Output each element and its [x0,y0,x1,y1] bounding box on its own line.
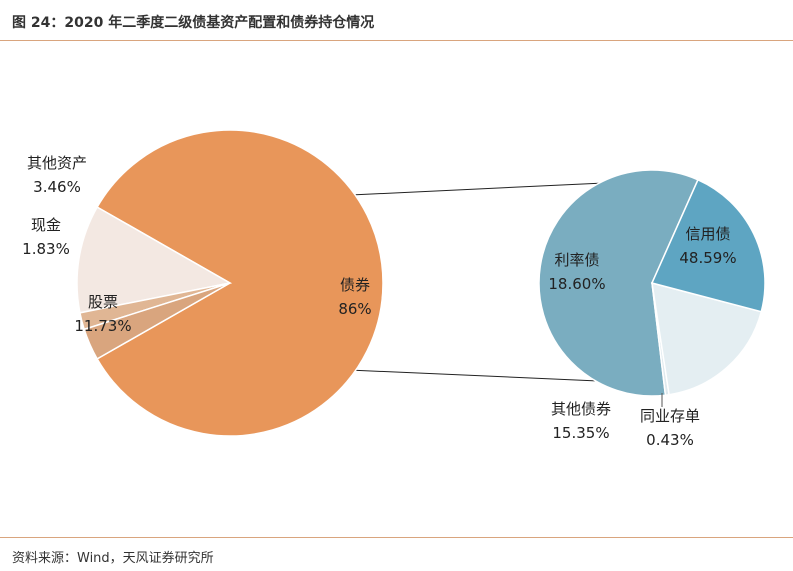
slice-labels: 债券 86% 股票 11.73% 现金 1.83% 其他资产 3.46% 信用债 48.59% 同业… [22,154,736,449]
title-divider [0,40,793,41]
sub-label-credit-bond: 信用债 [685,225,730,243]
main-value-cash: 1.83% [22,240,70,258]
asset-allocation-pie [76,129,384,437]
main-label-bond: 债券 [340,276,370,294]
sub-label-other-bonds: 其他债券 [551,400,611,418]
sub-label-rate-bond: 利率债 [554,251,599,269]
sub-value-ncd: 0.43% [646,431,694,449]
main-slice-stock [76,206,233,314]
main-value-bond: 86% [338,300,371,318]
chart-title: 图 24：2020 年二季度二级债基资产配置和债券持仓情况 [12,15,375,31]
sub-value-rate-bond: 18.60% [548,275,605,293]
footer-divider [0,537,793,538]
sub-value-credit-bond: 48.59% [679,249,736,267]
sub-value-other-bonds: 15.35% [552,424,609,442]
main-label-cash: 现金 [31,216,61,234]
sub-slice-other-bonds [651,281,763,396]
sub-slice-rate-bond [650,178,766,313]
sub-label-ncd: 同业存单 [640,407,700,425]
main-slice-bond [96,129,384,437]
main-label-other-assets: 其他资产 [27,154,87,172]
bond-holdings-pie [538,169,766,397]
main-value-stock: 11.73% [74,317,131,335]
source-note: 资料来源：Wind，天风证券研究所 [12,551,214,566]
main-value-other-assets: 3.46% [33,178,81,196]
main-slice-other-assets [83,282,231,360]
main-label-stock: 股票 [88,293,118,311]
